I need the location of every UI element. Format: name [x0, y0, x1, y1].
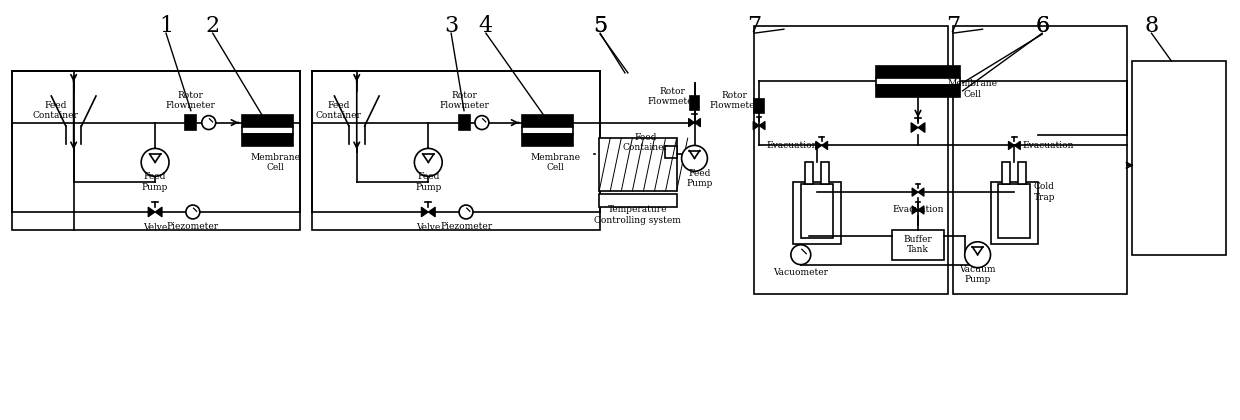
Bar: [998, 184, 1030, 238]
Polygon shape: [822, 141, 827, 150]
Polygon shape: [913, 188, 918, 196]
Text: Evacuation: Evacuation: [893, 205, 944, 215]
Text: Feed
Pump: Feed Pump: [686, 168, 713, 188]
Circle shape: [202, 116, 216, 129]
Bar: [599, 194, 677, 207]
Text: Rotor
Flowmeter: Rotor Flowmeter: [166, 91, 216, 110]
Polygon shape: [753, 121, 759, 130]
Polygon shape: [688, 118, 694, 127]
Bar: [312, 71, 600, 230]
Bar: [875, 66, 960, 78]
Bar: [186, 116, 196, 129]
Bar: [186, 115, 196, 130]
Text: 2: 2: [206, 15, 219, 37]
Text: Feed
Pump: Feed Pump: [141, 173, 169, 192]
Bar: [242, 115, 293, 127]
Bar: [599, 138, 677, 191]
Text: 5: 5: [593, 15, 608, 37]
Text: Piezometer: Piezometer: [440, 222, 492, 231]
Text: Rotor
Flowmeter: Rotor Flowmeter: [647, 87, 698, 106]
Text: Rotor
Flowmeter: Rotor Flowmeter: [439, 91, 489, 110]
Text: Cold
Trap: Cold Trap: [1033, 182, 1055, 202]
Polygon shape: [148, 207, 155, 217]
Circle shape: [965, 242, 991, 268]
Bar: [805, 162, 812, 184]
Text: Membrane
Cell: Membrane Cell: [531, 152, 580, 172]
Text: Feed
Container: Feed Container: [622, 133, 668, 152]
Polygon shape: [913, 206, 918, 214]
Bar: [689, 96, 699, 110]
Text: Buffer
Tank: Buffer Tank: [904, 235, 932, 255]
Text: 8: 8: [1145, 15, 1158, 37]
Text: Velve: Velve: [143, 223, 167, 232]
Text: Temperature
Controlling system: Temperature Controlling system: [594, 205, 681, 225]
Polygon shape: [428, 207, 435, 217]
Text: 7: 7: [946, 15, 960, 37]
Bar: [1002, 162, 1011, 184]
Text: Velve: Velve: [417, 223, 440, 232]
Polygon shape: [1014, 141, 1021, 150]
Circle shape: [141, 148, 169, 176]
Text: 5: 5: [593, 15, 608, 37]
Text: 1: 1: [159, 15, 174, 37]
Bar: [875, 85, 960, 97]
Bar: [665, 147, 677, 158]
Polygon shape: [911, 123, 918, 132]
Bar: [991, 182, 1038, 244]
Text: Feed
Container: Feed Container: [316, 101, 362, 121]
Bar: [522, 115, 573, 127]
Text: 6: 6: [1035, 15, 1049, 37]
Bar: [459, 115, 470, 130]
Bar: [12, 71, 300, 230]
Polygon shape: [1008, 141, 1014, 150]
Polygon shape: [155, 207, 162, 217]
Polygon shape: [918, 123, 925, 132]
Text: 7: 7: [746, 15, 761, 37]
Text: Evacuation: Evacuation: [1023, 141, 1074, 150]
Bar: [754, 99, 764, 113]
Bar: [522, 134, 573, 147]
Text: Membrane
Cell: Membrane Cell: [250, 152, 300, 172]
Text: Membrane
Cell: Membrane Cell: [947, 79, 998, 99]
Bar: [1018, 162, 1027, 184]
Polygon shape: [918, 188, 924, 196]
Circle shape: [414, 148, 443, 176]
Bar: [242, 127, 293, 134]
Polygon shape: [816, 141, 822, 150]
Bar: [952, 26, 1127, 294]
Text: 3: 3: [444, 15, 459, 37]
Bar: [792, 182, 841, 244]
Circle shape: [186, 205, 200, 219]
Polygon shape: [694, 118, 701, 127]
Circle shape: [459, 205, 472, 219]
Bar: [801, 184, 832, 238]
Bar: [821, 162, 828, 184]
Bar: [522, 127, 573, 134]
Bar: [1132, 61, 1226, 255]
Text: 4: 4: [479, 15, 494, 37]
Text: Vacuum
Pump: Vacuum Pump: [960, 265, 996, 284]
Text: Piezometer: Piezometer: [167, 222, 219, 231]
Bar: [893, 230, 944, 260]
Text: Vacuometer: Vacuometer: [774, 268, 828, 277]
Circle shape: [791, 245, 811, 265]
Text: Feed
Container: Feed Container: [32, 101, 78, 121]
Bar: [242, 134, 293, 147]
Bar: [755, 100, 763, 112]
Bar: [875, 78, 960, 85]
Polygon shape: [918, 206, 924, 214]
Text: Evacuation: Evacuation: [766, 141, 817, 150]
Polygon shape: [759, 121, 765, 130]
Bar: [754, 26, 947, 294]
Polygon shape: [422, 207, 428, 217]
Circle shape: [682, 145, 707, 171]
Text: Rotor
Flowmeter: Rotor Flowmeter: [709, 91, 759, 110]
Circle shape: [475, 116, 489, 129]
Bar: [691, 97, 698, 109]
Bar: [460, 116, 469, 129]
Text: 6: 6: [1035, 15, 1049, 37]
Text: Feed
Pump: Feed Pump: [415, 173, 441, 192]
